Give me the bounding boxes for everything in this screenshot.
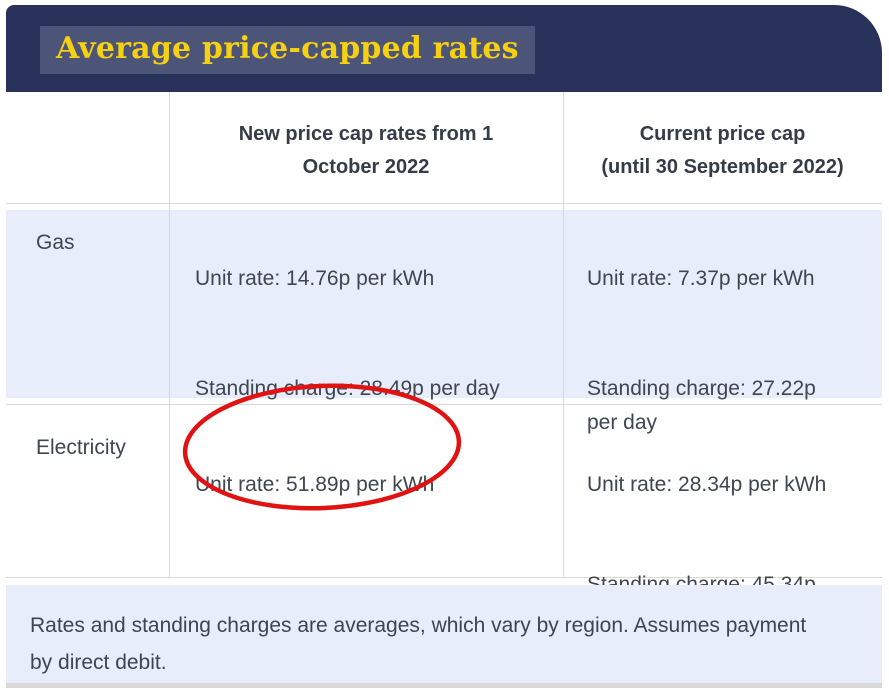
gas-new-unit-rate: Unit rate: 14.76p per kWh: [195, 267, 435, 290]
column-header-current-price-cap: Current price cap (until 30 September 20…: [601, 123, 844, 178]
gas-current-standing-charge: Standing charge: 27.22p per day: [587, 377, 816, 434]
electricity-current-unit-rate: Unit rate: 28.34p per kWh: [587, 473, 827, 496]
gas-new-rates-cell: Unit rate: 14.76p per kWh Standing charg…: [195, 228, 555, 440]
gas-current-unit-rate: Unit rate: 7.37p per kWh: [587, 267, 815, 290]
gas-current-rates-cell: Unit rate: 7.37p per kWh Standing charge…: [587, 228, 877, 474]
rates-table: New price cap rates from 1 October 2022 …: [6, 92, 882, 630]
gas-row-background: [6, 210, 882, 398]
header-bar: Average price-capped rates: [6, 5, 882, 92]
electricity-new-unit-rate: Unit rate: 51.89p per kWh: [195, 473, 435, 496]
row-label-electricity: Electricity: [36, 436, 126, 459]
column-header-new-price-cap: New price cap rates from 1 October 2022: [238, 123, 494, 178]
footnote-text: Rates and standing charges are averages,…: [30, 614, 807, 674]
page-title: Average price-capped rates: [40, 26, 535, 74]
row-divider-bottom: [6, 577, 882, 578]
column-divider-2: [563, 92, 564, 577]
gas-new-standing-charge: Standing charge: 28.49p per day: [195, 377, 500, 400]
footnote-strip: Rates and standing charges are averages,…: [6, 585, 882, 688]
row-label-gas: Gas: [36, 231, 75, 254]
row-divider-header: [6, 203, 882, 204]
column-divider-1: [169, 92, 170, 577]
